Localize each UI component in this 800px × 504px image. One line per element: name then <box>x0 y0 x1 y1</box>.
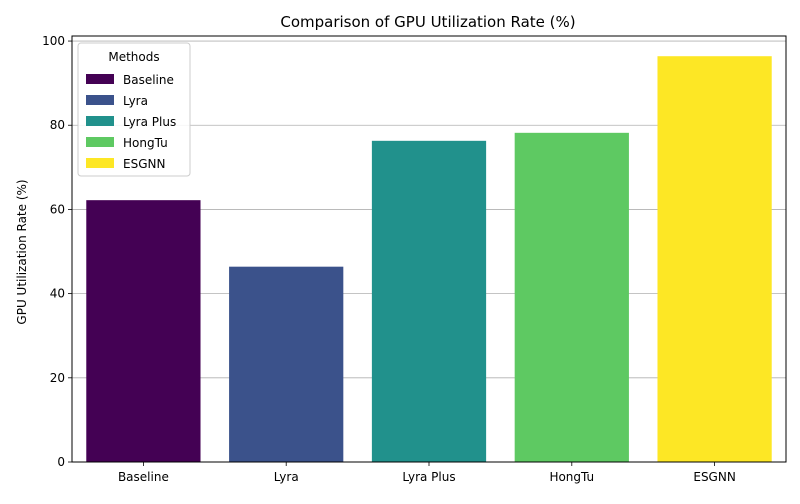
legend-swatch <box>86 116 114 126</box>
bar-baseline <box>86 200 201 462</box>
x-tick-label: Lyra <box>274 470 299 484</box>
bar-esgnn <box>657 56 772 462</box>
legend-label: Lyra <box>123 94 148 108</box>
legend-label: HongTu <box>123 136 168 150</box>
ticks: 0 20 40 60 80 100 Baseline Lyra Lyra Plus HongTu E… <box>42 34 736 484</box>
x-tick-label: HongTu <box>549 470 594 484</box>
bar-lyra <box>229 266 344 462</box>
y-tick-label: 40 <box>50 287 65 301</box>
bar-lyra-plus <box>371 140 487 462</box>
x-tick-label: Lyra Plus <box>402 470 455 484</box>
legend-swatch <box>86 95 114 105</box>
y-tick-label: 60 <box>50 202 65 216</box>
y-tick-label: 80 <box>50 118 65 132</box>
y-axis-label: GPU Utilization Rate (%) <box>15 179 29 324</box>
y-tick-label: 0 <box>57 455 65 469</box>
x-tick-label: Baseline <box>118 470 169 484</box>
legend-label: ESGNN <box>123 157 165 171</box>
bar-hongtu <box>514 132 629 462</box>
legend-swatch <box>86 74 114 84</box>
y-tick-label: 100 <box>42 34 65 48</box>
bars <box>86 56 772 462</box>
legend-label: Baseline <box>123 73 174 87</box>
legend-swatch <box>86 137 114 147</box>
legend-label: Lyra Plus <box>123 115 176 129</box>
chart-title: Comparison of GPU Utilization Rate (%) <box>280 13 575 31</box>
legend: Methods Baseline Lyra Lyra Plus HongTu ESGNN <box>77 42 191 177</box>
y-tick-label: 20 <box>50 371 65 385</box>
legend-title: Methods <box>108 50 159 64</box>
x-tick-label: ESGNN <box>693 470 735 484</box>
legend-swatch <box>86 158 114 168</box>
